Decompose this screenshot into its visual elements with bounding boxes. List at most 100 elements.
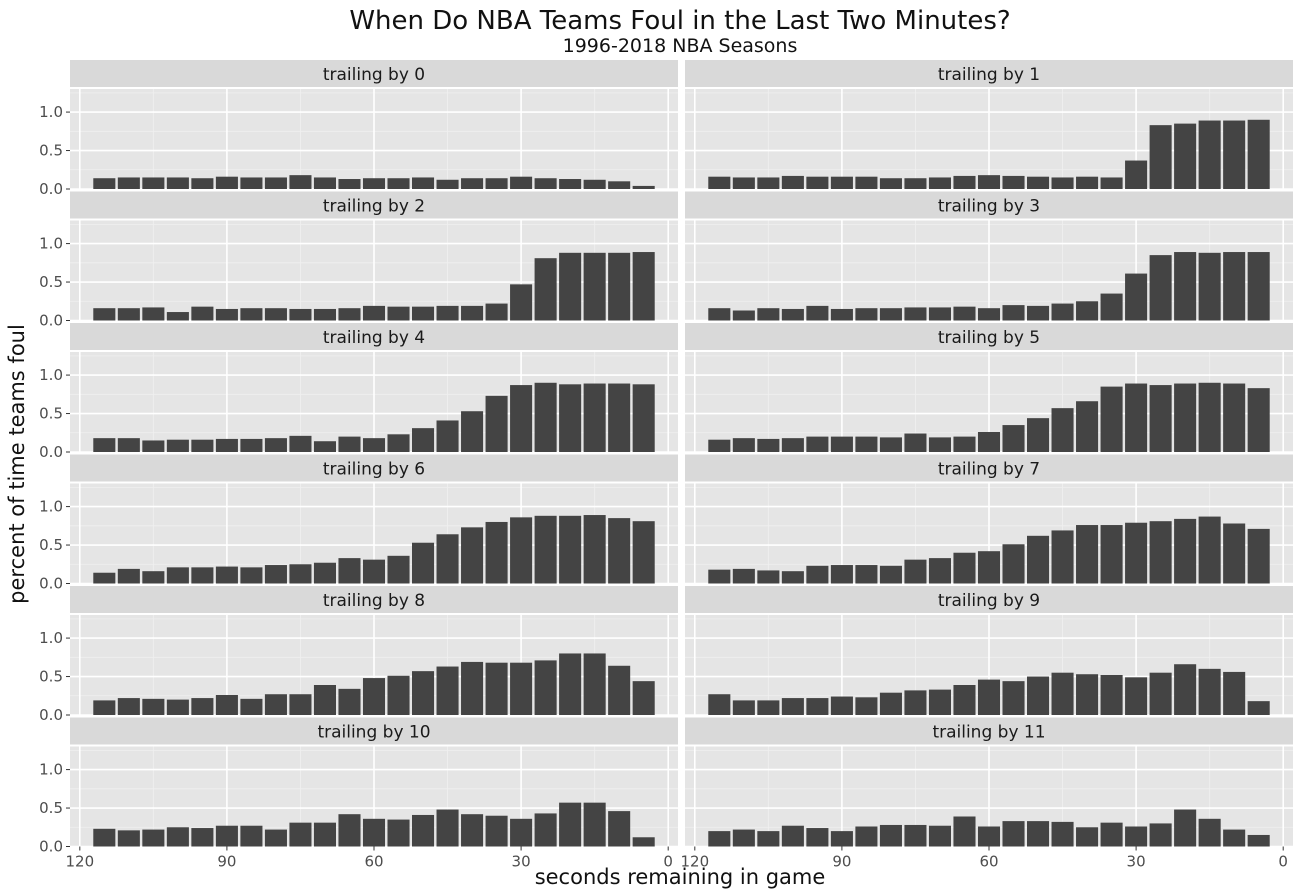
bar [338, 814, 361, 847]
bar [534, 813, 557, 847]
bar [461, 814, 484, 847]
bar [510, 176, 533, 189]
bar [1076, 301, 1099, 321]
bar [289, 308, 312, 321]
bar [485, 303, 508, 321]
bar [1247, 388, 1270, 452]
bar [1051, 672, 1074, 715]
bar [1174, 518, 1197, 584]
bar [240, 567, 263, 584]
bar [1002, 305, 1025, 321]
bar [534, 178, 557, 189]
bar [855, 826, 878, 847]
x-axis-title: seconds remaining in game [535, 865, 826, 889]
bar [93, 178, 116, 189]
bar [338, 558, 361, 584]
bar [215, 825, 238, 847]
bar [977, 826, 1001, 847]
bar [904, 559, 927, 584]
bar [1002, 544, 1025, 584]
bar [338, 688, 361, 715]
chart-title: When Do NBA Teams Foul in the Last Two M… [349, 6, 1010, 36]
bar [1223, 671, 1246, 715]
bar [1125, 273, 1148, 321]
bar [879, 692, 902, 715]
bar [117, 438, 140, 452]
bar [830, 176, 853, 189]
bar [313, 562, 336, 584]
bar [1100, 293, 1123, 321]
bar [1002, 175, 1025, 189]
bar [781, 438, 804, 452]
bar [1125, 160, 1148, 189]
chart-subtitle: 1996-2018 NBA Seasons [563, 35, 798, 57]
bar [166, 439, 189, 452]
bar [928, 558, 951, 584]
bar [1223, 829, 1246, 847]
bar [559, 179, 582, 189]
bar [191, 178, 214, 189]
bar [338, 308, 361, 321]
bar [806, 828, 829, 847]
bar [559, 384, 582, 452]
bar [362, 559, 386, 584]
bar [953, 816, 976, 847]
bar [732, 310, 755, 321]
facet-strip [685, 717, 1293, 745]
bar [387, 555, 410, 584]
y-tick-label: 0.5 [39, 405, 63, 423]
facet-strip [685, 586, 1293, 613]
bar [732, 177, 755, 189]
bar [191, 828, 214, 847]
bar [855, 436, 878, 452]
bar [904, 307, 927, 321]
bar [191, 567, 214, 584]
bar [412, 671, 435, 715]
bar [510, 662, 533, 715]
bar [608, 252, 631, 321]
y-tick-label: 1.0 [39, 235, 63, 253]
bar [953, 685, 976, 715]
bar [166, 699, 189, 715]
bar [240, 825, 263, 847]
bar [904, 178, 927, 189]
facet-strip-label: trailing by 11 [932, 723, 1045, 743]
y-tick-label: 0.5 [39, 142, 63, 160]
facet-strip-label: trailing by 2 [323, 197, 425, 217]
bar [191, 698, 214, 715]
bar [583, 383, 606, 452]
y-tick-label: 1.0 [39, 761, 63, 779]
facet-panel: trailing by 1 [685, 60, 1293, 190]
bar [412, 814, 435, 847]
bar [1051, 303, 1074, 321]
bar [93, 308, 116, 321]
facet-panel: trailing by 10 0.0 0.5 1.0 120 90 60 30 0 [39, 717, 678, 871]
bar [632, 252, 655, 321]
bar [264, 694, 287, 715]
bar [781, 175, 804, 189]
bar [313, 685, 336, 715]
bar [559, 515, 582, 584]
facet-panel: trailing by 0 0.0 0.5 1.0 [39, 60, 678, 198]
bar [510, 517, 533, 584]
bar [928, 437, 951, 452]
bar [1076, 525, 1099, 584]
bar [412, 428, 435, 452]
bar [362, 305, 386, 321]
bar [289, 175, 312, 189]
bar [1002, 425, 1025, 452]
bar [757, 700, 780, 715]
bar [1174, 383, 1197, 452]
bar [708, 569, 731, 584]
bar [1100, 822, 1123, 847]
y-axis-title: percent of time teams foul [5, 324, 29, 604]
bar [1149, 823, 1172, 847]
bar [215, 695, 238, 715]
bar [510, 385, 533, 452]
bar [1149, 255, 1172, 321]
bar [510, 818, 533, 847]
bar [117, 308, 140, 321]
x-tick-label: 0 [663, 853, 673, 871]
facet-panels: trailing by 0 0.0 0.5 1.0 trailing by 1 trail… [39, 60, 1293, 871]
